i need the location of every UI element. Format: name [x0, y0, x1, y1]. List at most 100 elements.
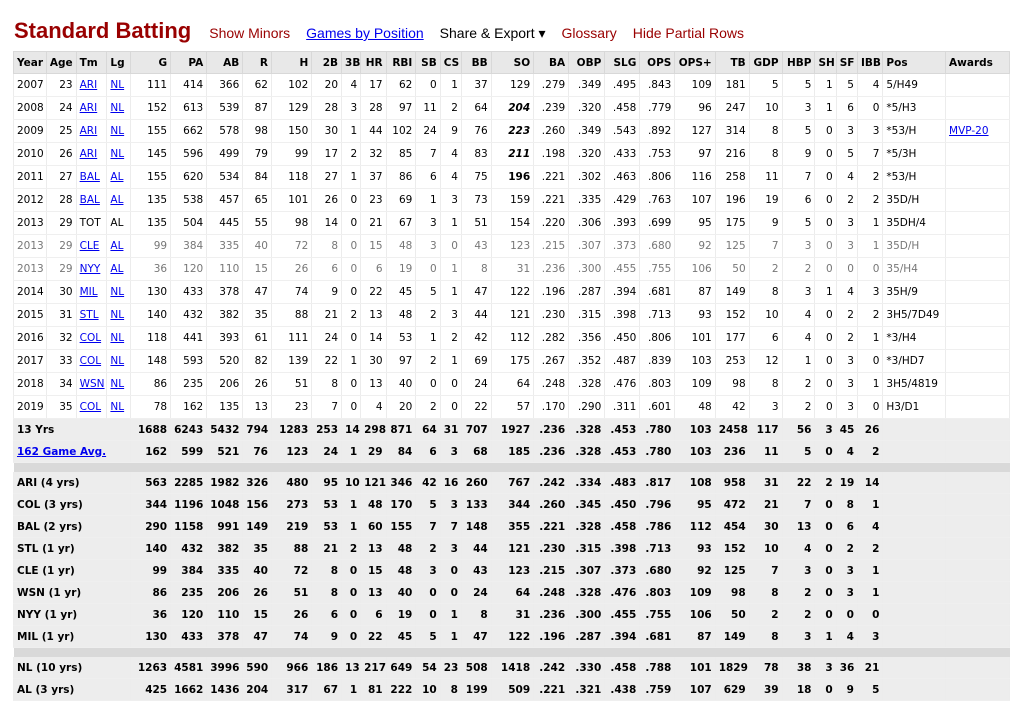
cell-ibb: 1 — [856, 234, 884, 258]
cell-rbi: 649 — [385, 657, 417, 679]
col-header-cs[interactable]: CS — [439, 51, 462, 74]
cell-awards — [945, 211, 1010, 235]
col-header-ops-[interactable]: OPS+ — [674, 51, 716, 74]
cell-tm-link[interactable]: COL — [79, 401, 102, 413]
hide-partial-rows-link[interactable]: Hide Partial Rows — [632, 25, 745, 41]
cell-tm-link[interactable]: BAL — [79, 194, 100, 206]
share-export-menu[interactable]: Share & Export ▾ — [439, 25, 546, 41]
cell-obp: .328 — [568, 372, 606, 396]
col-header-lg[interactable]: Lg — [106, 51, 131, 74]
cell-tm-link[interactable]: WSN — [79, 378, 105, 390]
col-header-pa[interactable]: PA — [170, 51, 208, 74]
col-header-sb[interactable]: SB — [415, 51, 441, 74]
cell-hr: 13 — [360, 303, 387, 327]
cell-h: 123 — [270, 440, 313, 463]
cell-tm-link[interactable]: ARI — [79, 148, 98, 160]
cell-lg-link[interactable]: NL — [110, 125, 125, 137]
col-header-ibb[interactable]: IBB — [856, 51, 884, 74]
cell-gdp: 8 — [748, 119, 783, 143]
cell-ab: 206 — [206, 581, 244, 604]
cell-2b: 8 — [311, 559, 343, 582]
cell-sf: 3 — [835, 211, 858, 235]
cell-tm-link[interactable]: BAL — [79, 171, 100, 183]
summary-label-link[interactable]: 162 Game Avg. — [17, 445, 107, 458]
col-header-ops[interactable]: OPS — [639, 51, 676, 74]
cell-tm-link[interactable]: COL — [79, 355, 102, 367]
cell-obp: .349 — [568, 119, 606, 143]
cell-lg-link[interactable]: NL — [110, 401, 125, 413]
cell-tm-link[interactable]: ARI — [79, 125, 98, 137]
cell-ops: .788 — [639, 657, 676, 679]
col-header-hr[interactable]: HR — [360, 51, 387, 74]
cell-lg-link[interactable]: NL — [110, 378, 125, 390]
col-header-year[interactable]: Year — [13, 51, 47, 74]
cell-lg-link[interactable]: NL — [110, 332, 125, 344]
cell-ops-: 127 — [674, 119, 716, 143]
cell-ba: .198 — [533, 142, 570, 166]
col-header-2b[interactable]: 2B — [311, 51, 343, 74]
cell-tm-link[interactable]: CLE — [79, 240, 100, 252]
col-header-ba[interactable]: BA — [533, 51, 570, 74]
cell-lg-link[interactable]: NL — [110, 148, 125, 160]
cell-ab: 378 — [206, 280, 244, 304]
col-header-pos[interactable]: Pos — [882, 51, 947, 74]
cell-tb: 216 — [714, 142, 750, 166]
cell-ops-: 109 — [674, 372, 716, 396]
games-by-position-link[interactable]: Games by Position — [306, 25, 424, 41]
cell-tb: 236 — [714, 440, 750, 463]
col-header-tm[interactable]: Tm — [75, 51, 108, 74]
col-header-slg[interactable]: SLG — [604, 51, 641, 74]
col-header-g[interactable]: G — [129, 51, 172, 74]
empty-cell — [945, 581, 1010, 604]
col-header-r[interactable]: R — [242, 51, 272, 74]
col-header-gdp[interactable]: GDP — [748, 51, 783, 74]
show-minors-link[interactable]: Show Minors — [209, 25, 291, 41]
cell-g: 140 — [129, 537, 172, 560]
cell-lg-link[interactable]: NL — [110, 286, 125, 298]
cell-obp: .287 — [568, 280, 606, 304]
cell-tm-link[interactable]: STL — [79, 309, 99, 321]
cell-lg-link[interactable]: AL — [110, 194, 124, 206]
cell-3b: 0 — [341, 326, 362, 350]
cell-tm-link[interactable]: MIL — [79, 286, 98, 298]
col-header-sf[interactable]: SF — [835, 51, 858, 74]
col-header-h[interactable]: H — [270, 51, 313, 74]
cell-ab: 335 — [206, 234, 244, 258]
cell-rbi: 84 — [385, 440, 417, 463]
cell-awards-link[interactable]: MVP-20 — [949, 125, 989, 137]
col-header-bb[interactable]: BB — [460, 51, 492, 74]
cell-lg-link[interactable]: NL — [110, 355, 125, 367]
col-header-sh[interactable]: SH — [814, 51, 837, 74]
col-header-obp[interactable]: OBP — [568, 51, 606, 74]
cell-g: 36 — [129, 603, 172, 626]
cell-h: 74 — [270, 280, 313, 304]
col-header-rbi[interactable]: RBI — [385, 51, 417, 74]
col-header-so[interactable]: SO — [490, 51, 535, 74]
col-header-age[interactable]: Age — [45, 51, 77, 74]
cell-gdp: 11 — [748, 440, 783, 463]
cell-hbp: 7 — [781, 493, 816, 516]
col-header-hbp[interactable]: HBP — [781, 51, 816, 74]
cell-tm-link[interactable]: NYY — [79, 263, 101, 275]
cell-tm-link[interactable]: ARI — [79, 102, 98, 114]
cell-tm-link[interactable]: COL — [79, 332, 102, 344]
cell-bb: 64 — [460, 96, 492, 120]
cell-3b: 0 — [341, 625, 362, 648]
summary-row: CLE (1 yr) 99 384 335 40 72 8 0 15 48 3 0 43 123.215.… — [13, 559, 1010, 582]
col-header-tb[interactable]: TB — [714, 51, 750, 74]
cell-tm-link[interactable]: ARI — [79, 79, 98, 91]
cell-lg-link[interactable]: AL — [110, 263, 124, 275]
cell-lg-link[interactable]: AL — [110, 240, 124, 252]
cell-lg-link[interactable]: NL — [110, 102, 125, 114]
cell-tm: BAL — [75, 188, 108, 212]
col-header-awards[interactable]: Awards — [945, 51, 1010, 74]
cell-lg-link[interactable]: NL — [110, 79, 125, 91]
empty-cell — [882, 657, 947, 679]
col-header-ab[interactable]: AB — [206, 51, 244, 74]
cell-lg-link[interactable]: AL — [110, 171, 124, 183]
glossary-link[interactable]: Glossary — [561, 25, 617, 41]
cell-lg-link[interactable]: NL — [110, 309, 125, 321]
cell-bb: 24 — [460, 372, 492, 396]
table-row: 2016 32 COL NL 118 441 393 61 111 24 0 14 53 1 2 42 112.… — [13, 326, 1010, 350]
col-header-3b[interactable]: 3B — [341, 51, 362, 74]
